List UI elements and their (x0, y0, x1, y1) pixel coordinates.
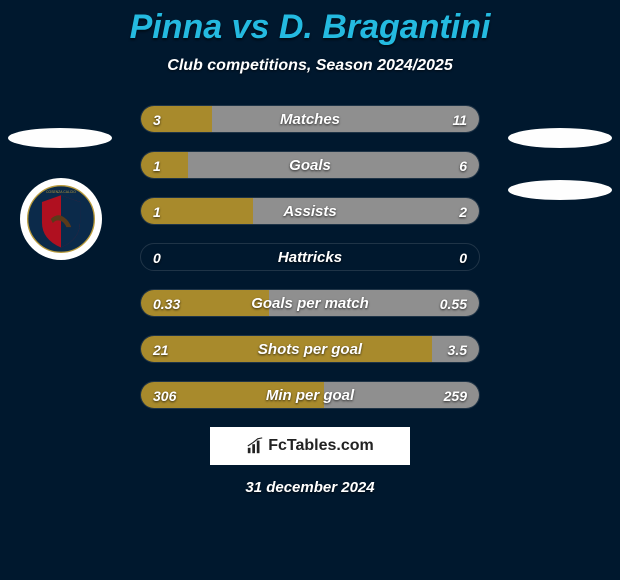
stat-label: Min per goal (141, 382, 479, 408)
stat-row: 1Assists2 (140, 197, 480, 225)
stat-row: 0.33Goals per match0.55 (140, 289, 480, 317)
team-right-ellipse-2 (508, 180, 612, 200)
stat-value-right: 6 (459, 152, 467, 178)
stat-label: Goals (141, 152, 479, 178)
page-subtitle: Club competitions, Season 2024/2025 (0, 57, 620, 75)
stat-row: 1Goals6 (140, 151, 480, 179)
stat-label: Assists (141, 198, 479, 224)
stat-value-right: 3.5 (448, 336, 467, 362)
stat-value-right: 2 (459, 198, 467, 224)
stat-row: 21Shots per goal3.5 (140, 335, 480, 363)
team-left-ellipse (8, 128, 112, 148)
stat-label: Hattricks (141, 244, 479, 270)
stats-container: 3Matches11 1Goals6 1Assists2 0Hattricks0 0.3… (140, 105, 480, 409)
svg-text:COSENZA CALCIO: COSENZA CALCIO (46, 190, 76, 194)
team-right-ellipse-1 (508, 128, 612, 148)
stat-label: Shots per goal (141, 336, 479, 362)
date-text: 31 december 2024 (0, 479, 620, 496)
brand-text: FcTables.com (268, 437, 374, 455)
stat-row: 3Matches11 (140, 105, 480, 133)
stat-label: Matches (141, 106, 479, 132)
chart-icon (246, 437, 264, 455)
shield-icon: COSENZA CALCIO (27, 185, 95, 253)
page-title: Pinna vs D. Bragantini (0, 0, 620, 47)
stat-value-right: 0 (459, 244, 467, 270)
stat-label: Goals per match (141, 290, 479, 316)
club-badge: COSENZA CALCIO (20, 178, 102, 260)
brand-box[interactable]: FcTables.com (210, 427, 410, 465)
stat-value-right: 0.55 (440, 290, 467, 316)
stat-value-right: 11 (452, 106, 467, 132)
stat-row: 306Min per goal259 (140, 381, 480, 409)
stat-value-right: 259 (444, 382, 467, 408)
stat-row: 0Hattricks0 (140, 243, 480, 271)
